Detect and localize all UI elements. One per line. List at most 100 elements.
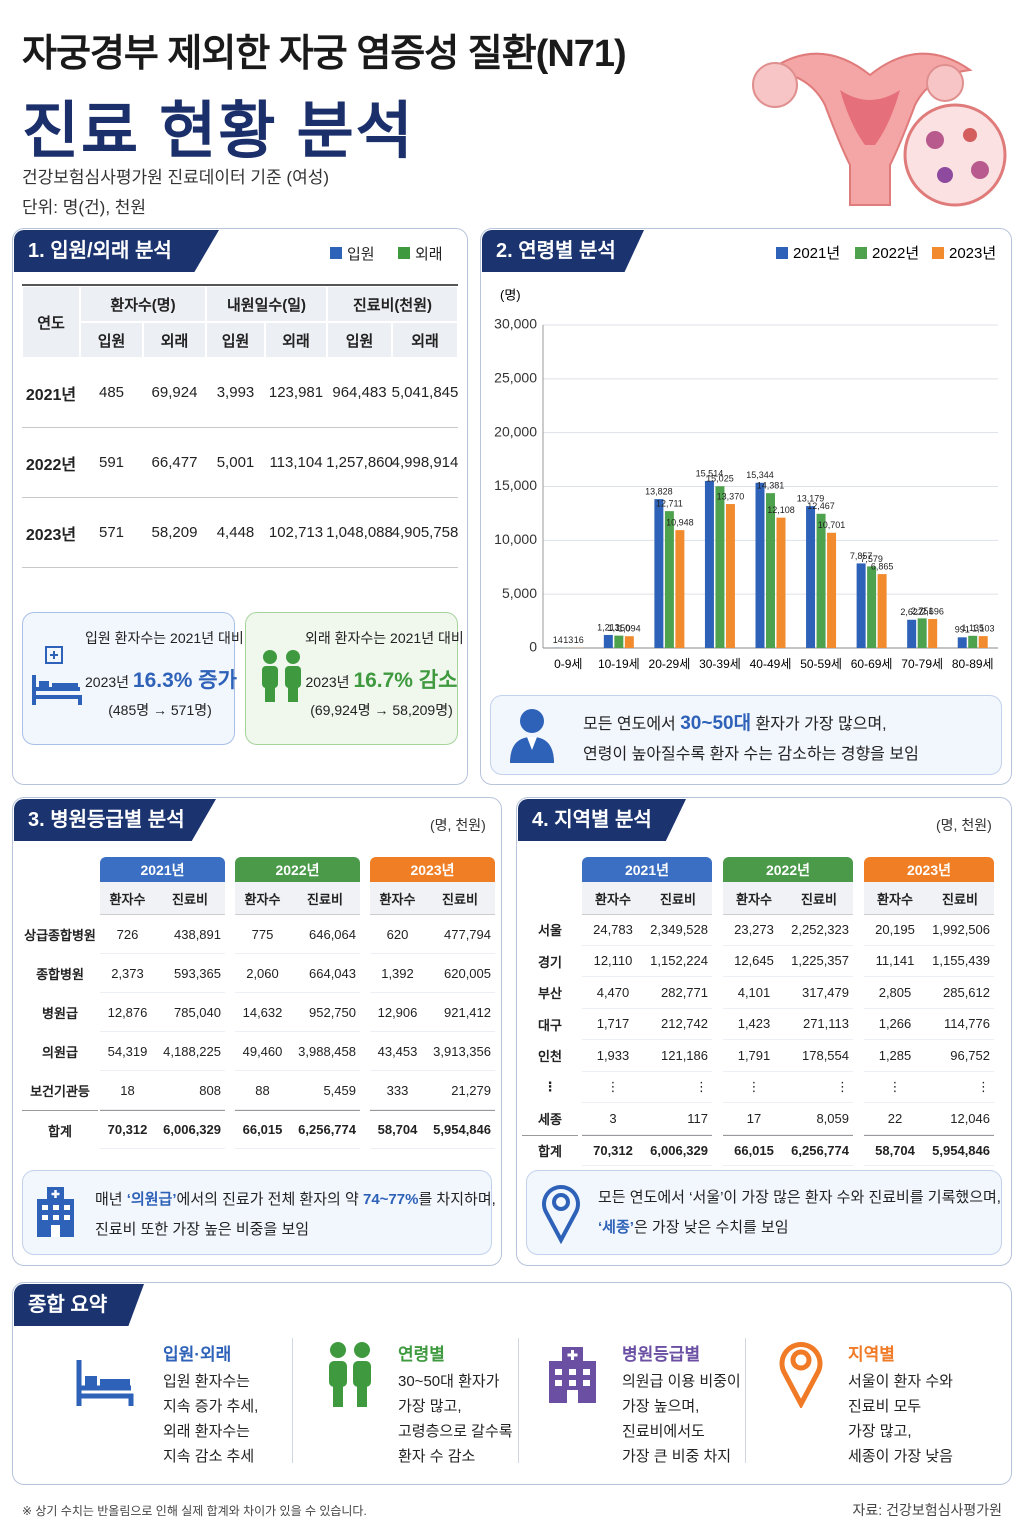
table-cell: 5,041,845 <box>392 358 458 428</box>
bar <box>827 532 837 648</box>
year-tab: 2021년 <box>582 857 712 882</box>
value-label: 13 <box>563 635 573 645</box>
value-label: 2,751 <box>911 606 934 616</box>
value-label: 13,828 <box>645 486 673 496</box>
year-tab: 2023년 <box>864 857 994 882</box>
year-tab: 2022년 <box>235 857 360 882</box>
value-label: 15,514 <box>696 468 724 478</box>
panel-age <box>480 228 1012 785</box>
table-cell: 21,279 <box>425 1071 495 1110</box>
value-label: 1,150 <box>608 623 631 633</box>
legend-label: 2023년 <box>949 245 996 262</box>
x-tick-label: 30-39세 <box>699 657 741 671</box>
table-cell: 14,632 <box>235 993 290 1032</box>
table-cell: 2,060 <box>235 954 290 993</box>
summary-line: 의원급 이용 비중이 <box>622 1373 741 1390</box>
note-box <box>22 612 235 745</box>
bar <box>614 635 624 648</box>
table-cell: 620,005 <box>425 954 495 993</box>
section-title: 2. 연령별 분석 <box>482 230 644 272</box>
y-tick-label: 25,000 <box>494 370 537 386</box>
bar <box>776 517 786 648</box>
summary-title: 병원등급별 <box>622 1345 701 1364</box>
note-line: 모든 연도에서 30~50대 환자가 가장 많으며, <box>583 708 887 735</box>
value-label: 2,622 <box>900 607 923 617</box>
table-cell: 3 <box>582 1103 644 1135</box>
note-text: 2023년 <box>85 674 133 690</box>
table-cell: 3,988,458 <box>290 1032 360 1071</box>
table-cell: 24,783 <box>582 914 644 946</box>
row-header: 인천 <box>538 1049 562 1065</box>
table-cell: 282,771 <box>644 977 712 1009</box>
table-cell: 54,319 <box>100 1032 155 1071</box>
note-text: (485명 → 571명) <box>108 702 212 718</box>
table-cell: 12,876 <box>100 993 155 1032</box>
note-highlight: 16.7% 감소 <box>353 669 458 692</box>
table-subheader: 환자수 <box>723 882 785 915</box>
value-label: 7,857 <box>850 551 873 561</box>
row-header: 2021년 <box>22 358 80 428</box>
legend-swatch <box>932 247 944 259</box>
divider <box>518 1338 519 1463</box>
bar <box>675 530 685 648</box>
summary-title: 지역별 <box>848 1345 895 1364</box>
table-subheader: 진료비 <box>425 882 495 915</box>
section-title: 종합 요약 <box>14 1284 144 1326</box>
row-header: 의원급 <box>42 1045 78 1060</box>
note-text: 연령이 높아질수록 환자 수는 감소하는 경향을 보임 <box>583 746 919 763</box>
bar <box>957 637 967 648</box>
legend-swatch <box>855 247 867 259</box>
bar <box>704 480 714 648</box>
table-cell: 952,750 <box>290 993 360 1032</box>
table-cell: 5,001 <box>206 428 265 498</box>
table-cell: 1,266 <box>864 1009 926 1040</box>
table-cell: 1,257,860 <box>326 428 393 498</box>
table-cell: 23,273 <box>723 914 785 946</box>
note-line: ‘세종’은 가장 낮은 수치를 보임 <box>598 1216 789 1237</box>
table-cell: 4,101 <box>723 977 785 1009</box>
bar <box>877 574 887 648</box>
legend-swatch <box>776 247 788 259</box>
note-text: 환자가 가장 많으며, <box>751 716 887 733</box>
note-text: (69,924명 → 58,209명) <box>310 702 453 718</box>
y-tick-label: 0 <box>529 639 537 655</box>
table-subheader: 환자수 <box>370 882 425 915</box>
value-label: 12,108 <box>767 505 795 515</box>
table-cell: 17 <box>723 1103 785 1135</box>
table-cell: 4,470 <box>582 977 644 1009</box>
table-cell: 620 <box>370 915 425 954</box>
bed-icon <box>76 1360 134 1406</box>
table-subheader: 외래 <box>143 322 206 358</box>
pin-icon <box>542 1185 580 1244</box>
x-tick-label: 80-89세 <box>952 657 994 671</box>
table-cell: 571 <box>80 498 143 568</box>
table-cell: 4,188,225 <box>155 1032 225 1071</box>
summary-line: 가장 큰 비중 차지 <box>622 1448 732 1465</box>
table-cell: 2,349,528 <box>644 914 712 946</box>
table-cell: 1,392 <box>370 954 425 993</box>
note-text: 은 가장 낮은 수치를 보임 <box>633 1219 789 1236</box>
note-highlight: ‘세종’ <box>598 1219 634 1236</box>
y-tick-label: 5,000 <box>502 585 537 601</box>
bar <box>766 493 775 648</box>
value-label: 14,381 <box>757 481 785 491</box>
row-header: 서울 <box>538 923 562 939</box>
table-cell: 646,064 <box>290 915 360 954</box>
table-cell: 964,483 <box>327 358 392 428</box>
value-label: 1,094 <box>618 624 641 634</box>
note-text: 매년 <box>95 1191 127 1208</box>
bar <box>755 482 765 648</box>
y-tick-label: 10,000 <box>494 531 537 547</box>
table-cell: 664,043 <box>290 954 360 993</box>
table-cell: 96,752 <box>926 1040 994 1072</box>
summary-title: 입원·외래 <box>163 1345 232 1364</box>
table-subheader: 외래 <box>265 322 327 358</box>
note-text: 진료비 또한 가장 높은 비중을 보임 <box>95 1221 310 1238</box>
note-line: (485명 → 571명) <box>85 700 235 720</box>
title-main: 진료 현황 분석 <box>22 97 415 166</box>
table-cell: 66,015 <box>235 1110 290 1149</box>
value-label: 7,579 <box>860 554 883 564</box>
x-tick-label: 0-9세 <box>554 657 582 671</box>
note-highlight: 74~77% <box>362 1191 419 1208</box>
note-box <box>22 1170 492 1255</box>
